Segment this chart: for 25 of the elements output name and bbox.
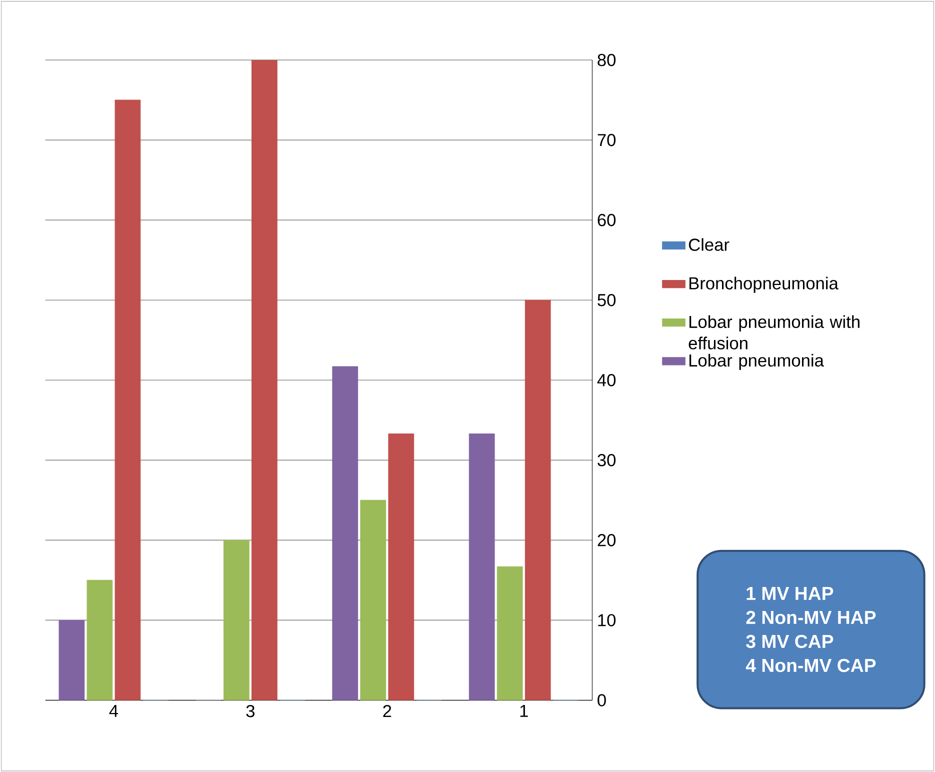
bar bbox=[251, 60, 278, 700]
y-tick-label: 30 bbox=[598, 454, 616, 466]
bar bbox=[524, 300, 551, 700]
text: 3 MV CAP bbox=[746, 634, 834, 648]
x-tick-label: 4 bbox=[109, 704, 118, 717]
y-tick-label: 50 bbox=[598, 294, 616, 306]
text: 4 Non-MV CAP bbox=[746, 658, 876, 672]
y-tick-label: 40 bbox=[597, 374, 616, 386]
y-tick-label: 80 bbox=[598, 54, 616, 66]
legend-label: Clear bbox=[688, 238, 730, 251]
y-tick-label: 10 bbox=[598, 614, 616, 626]
text: 1 MV HAP bbox=[746, 586, 834, 600]
legend-label: Bronchopneumonia bbox=[689, 276, 838, 293]
y-tick-label: 20 bbox=[598, 534, 616, 546]
y-tick-label: 60 bbox=[598, 214, 616, 226]
legend-label: Lobar pneumonia bbox=[689, 354, 824, 370]
y-tick-label: 70 bbox=[598, 134, 616, 146]
y-tick-label: 0 bbox=[598, 694, 606, 706]
bar bbox=[388, 433, 414, 700]
x-tick-label: 2 bbox=[383, 704, 392, 717]
x-tick-label: 1 bbox=[520, 704, 528, 717]
legend-label: Lobar pneumonia with effusion bbox=[688, 315, 860, 350]
text: 2 Non-MV HAP bbox=[746, 610, 876, 624]
bar bbox=[114, 100, 141, 700]
x-tick-label: 3 bbox=[246, 704, 254, 718]
